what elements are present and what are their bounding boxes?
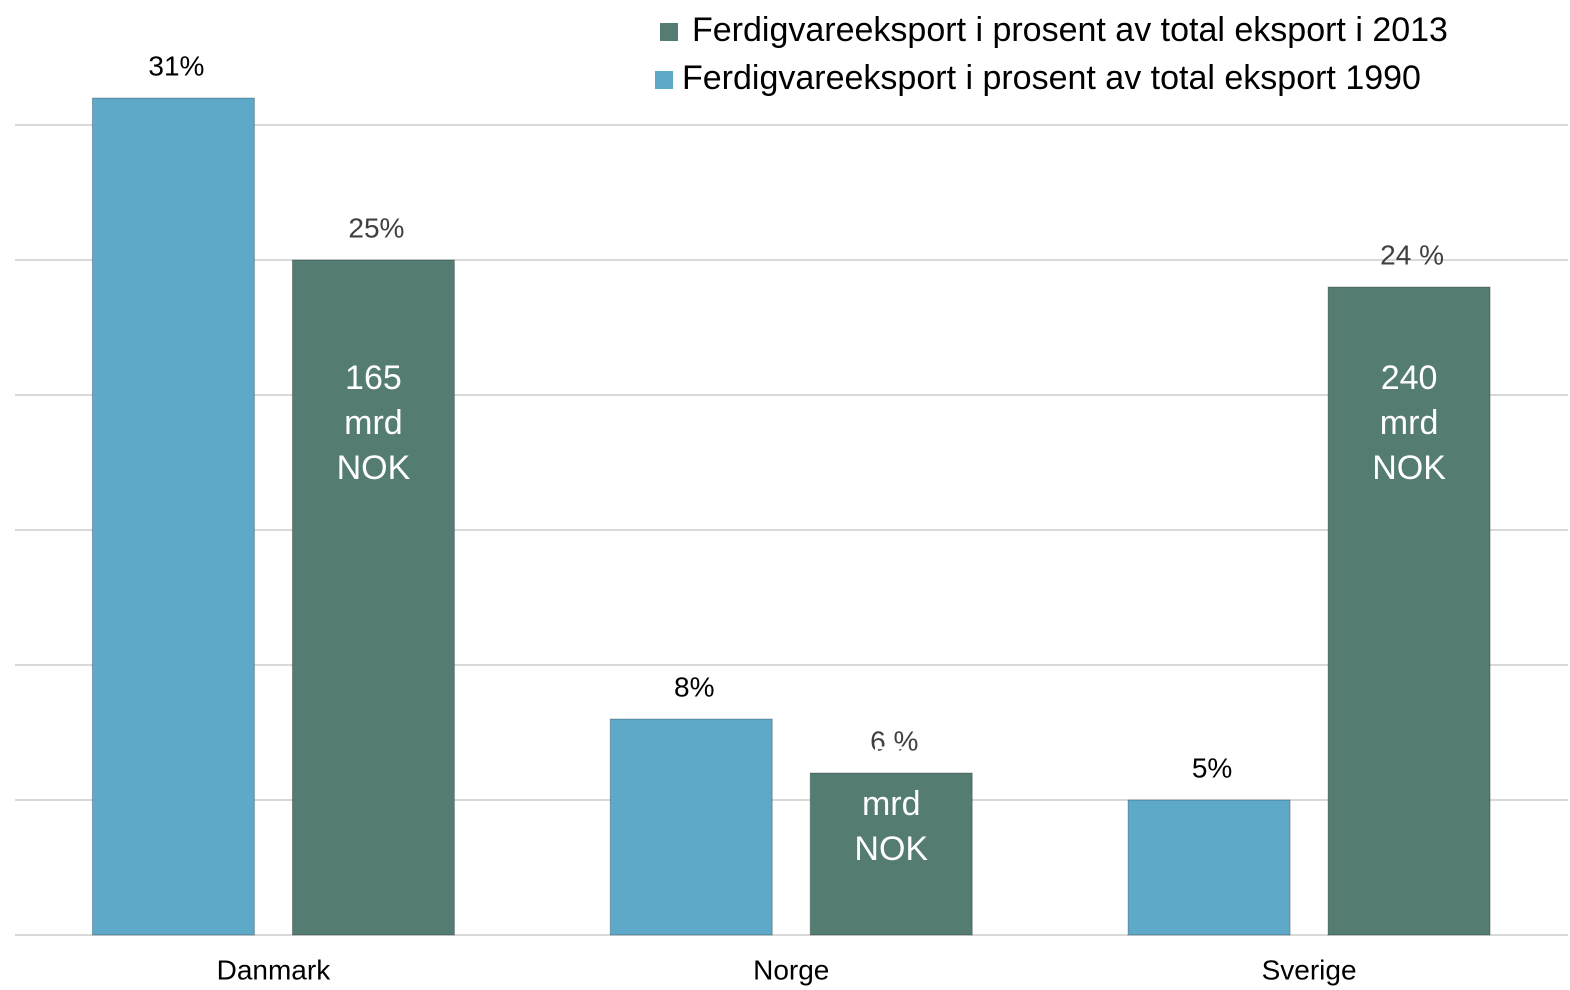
bar xyxy=(809,772,973,936)
x-tick-label: Norge xyxy=(753,954,829,985)
bar-annotation: mrd xyxy=(1380,404,1439,442)
bar xyxy=(609,718,773,936)
bar-annotation: NOK xyxy=(854,830,928,868)
bar-annotation: mrd xyxy=(862,785,921,823)
bar-annotation: mrd xyxy=(344,404,403,442)
data-label: 31% xyxy=(148,50,204,81)
bar-annotation: 165 xyxy=(345,359,402,397)
legend-swatch xyxy=(655,71,673,89)
legend-label: Ferdigvareeksport i prosent av total eks… xyxy=(692,11,1448,49)
bar-annotation: NOK xyxy=(1372,449,1446,487)
legend-label: Ferdigvareeksport i prosent av total eks… xyxy=(682,59,1421,97)
x-tick-label: Sverige xyxy=(1262,954,1357,985)
data-label: 6 % xyxy=(870,725,918,756)
legend-swatch xyxy=(660,23,678,41)
bar xyxy=(1327,286,1491,936)
bar xyxy=(291,259,455,936)
data-label: 25% xyxy=(348,212,404,243)
x-tick-label: Danmark xyxy=(217,954,332,985)
data-label: 24 % xyxy=(1380,239,1444,270)
bar-annotation: 240 xyxy=(1381,359,1438,397)
bar-annotation: 55 xyxy=(872,740,910,778)
bar-annotation: NOK xyxy=(337,449,411,487)
bar xyxy=(91,97,255,936)
bar xyxy=(1127,799,1291,936)
data-label: 8% xyxy=(674,671,714,702)
data-label: 5% xyxy=(1192,752,1232,783)
